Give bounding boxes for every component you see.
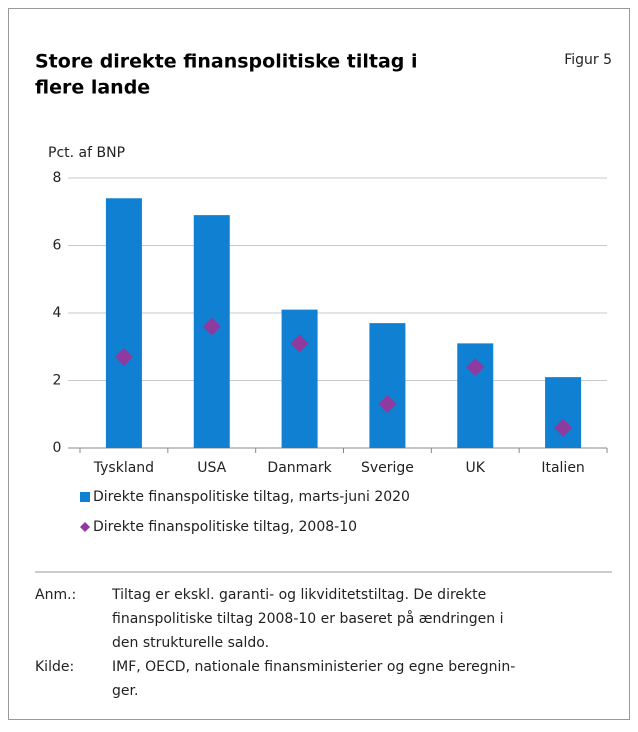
- bar: [281, 309, 318, 448]
- bar: [369, 323, 406, 448]
- figure-label: Figur 5: [564, 52, 612, 68]
- bar: [105, 198, 142, 448]
- chart-title: Store direkte finanspolitiske tiltag i: [35, 51, 418, 73]
- diamond-marker: [466, 358, 485, 376]
- y-tick-label: 4: [53, 305, 62, 321]
- note-text: ger.: [112, 683, 138, 699]
- y-tick-label: 0: [53, 440, 62, 456]
- note-label: Kilde:: [35, 659, 74, 675]
- x-tick-label: Italien: [541, 460, 584, 476]
- y-tick-label: 2: [53, 373, 62, 389]
- y-axis-label: Pct. af BNP: [48, 145, 125, 161]
- note-text: den strukturelle saldo.: [112, 635, 269, 651]
- diamond-marker: [202, 317, 221, 336]
- x-tick-label: Tyskland: [93, 460, 154, 476]
- chart-title: flere lande: [35, 77, 150, 99]
- bar: [545, 377, 582, 448]
- legend-label: Direkte finanspolitiske tiltag, 2008-10: [93, 519, 357, 535]
- x-tick-label: USA: [197, 460, 226, 476]
- note-label: Anm.:: [35, 587, 76, 603]
- y-tick-label: 6: [53, 238, 62, 254]
- x-tick-label: Danmark: [267, 460, 332, 476]
- frame: [8, 8, 630, 720]
- diamond-marker: [290, 334, 309, 353]
- diamond-marker: [114, 347, 133, 366]
- x-tick-label: Sverige: [361, 460, 414, 476]
- y-tick-label: 8: [53, 170, 62, 186]
- legend-swatch: [80, 522, 90, 532]
- legend-swatch: [80, 492, 90, 502]
- x-tick-label: UK: [466, 460, 486, 476]
- note-text: Tiltag er ekskl. garanti- og likviditets…: [111, 587, 486, 603]
- note-text: IMF, OECD, nationale finansministerier o…: [112, 659, 515, 675]
- diamond-marker: [554, 418, 573, 437]
- diamond-marker: [378, 395, 397, 414]
- note-text: finanspolitiske tiltag 2008-10 er basere…: [112, 610, 503, 627]
- legend-label: Direkte finanspolitiske tiltag, marts-ju…: [93, 489, 410, 505]
